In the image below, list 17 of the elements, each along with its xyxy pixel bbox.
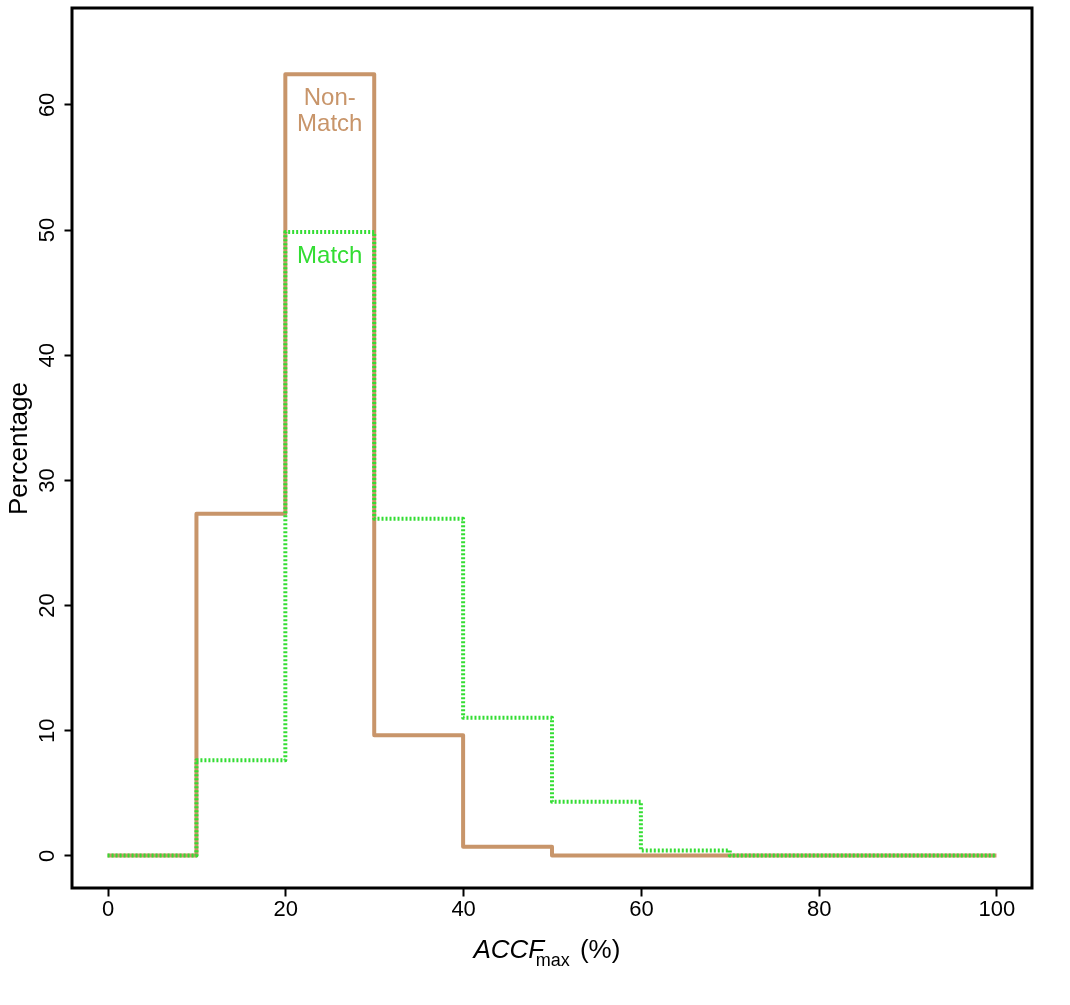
series-label: Match	[297, 241, 363, 269]
y-tick-label: 10	[33, 718, 59, 744]
x-tick-label: 0	[101, 895, 115, 921]
y-tick-label: 0	[33, 849, 59, 863]
x-tick-label: 60	[629, 895, 654, 921]
y-tick-label: 30	[33, 468, 59, 493]
series-label: Non-Match	[297, 83, 363, 137]
x-tick-label: 100	[978, 895, 1016, 921]
y-axis-title: Percentage	[2, 382, 33, 515]
x-axis-title: ACCFmax (%)	[471, 934, 621, 970]
y-tick-label: 50	[33, 217, 59, 243]
y-tick-label: 20	[33, 593, 59, 618]
y-tick-label: 40	[33, 343, 59, 368]
x-tick-label: 40	[451, 895, 476, 921]
x-tick-label: 20	[273, 895, 299, 921]
y-tick-label: 60	[33, 92, 59, 118]
x-tick-label: 80	[806, 895, 832, 921]
